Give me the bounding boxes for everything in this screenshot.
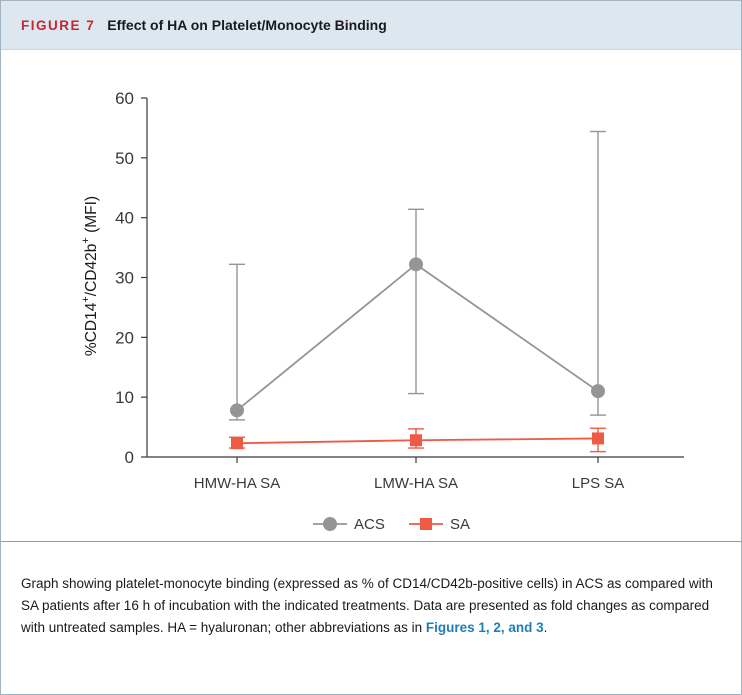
legend-item-sa: SA [409,516,470,533]
series-acs [229,130,606,421]
legend-label: ACS [354,516,385,533]
y-axis-label-sup2: + [80,237,92,243]
caption-text-end: . [543,620,548,635]
series-layer [229,130,606,453]
data-point [592,432,604,445]
legend: ACS SA [313,516,470,533]
figure-label: FIGURE 7 [21,17,96,33]
x-tick-label: LPS SA [572,475,625,492]
data-point [591,384,605,399]
legend-label: SA [450,516,470,533]
line-chart: 0 10 20 30 40 50 60 HMW-HA SA LMW-HA SA LPS SA A… [80,89,684,533]
y-tick-label: 50 [115,149,134,168]
data-point [231,437,243,450]
caption-text: Graph showing platelet-monocyte binding … [21,576,713,635]
figure-header: FIGURE 7 Effect of HA on Platelet/Monocy… [1,1,741,50]
data-point [409,257,423,272]
legend-marker [420,518,432,530]
figure-title: Effect of HA on Platelet/Monocyte Bindin… [107,17,387,33]
x-axis: HMW-HA SA LMW-HA SA LPS SA [147,456,684,492]
data-point [230,403,244,418]
data-point [410,434,422,447]
y-tick-label: 0 [125,448,134,467]
legend-marker [323,517,337,531]
y-tick-label: 10 [115,388,134,407]
y-axis-label-sup1: + [80,296,92,302]
y-tick-label: 40 [115,209,134,228]
y-axis: 0 10 20 30 40 50 60 [115,89,148,467]
x-tick-label: LMW-HA SA [374,475,458,492]
series-line [236,263,599,412]
x-tick-label: HMW-HA SA [194,475,280,492]
y-axis-label: %CD14+/CD42b+ (MFI) [80,196,100,356]
y-axis-label-main: %CD14 [83,302,100,356]
caption-figure-link[interactable]: Figures 1, 2, and 3 [425,620,544,635]
y-tick-label: 20 [115,328,134,347]
figure-caption: Graph showing platelet-monocyte binding … [21,573,721,639]
chart-area: 0 10 20 30 40 50 60 HMW-HA SA LMW-HA SA LPS SA A… [1,51,741,542]
y-axis-label-mid: /CD42b [83,244,100,297]
y-axis-label-tail: (MFI) [83,196,100,237]
series-sa [229,427,606,453]
y-tick-label: 30 [115,269,134,288]
y-tick-label: 60 [115,89,134,108]
legend-item-acs: ACS [313,516,385,533]
